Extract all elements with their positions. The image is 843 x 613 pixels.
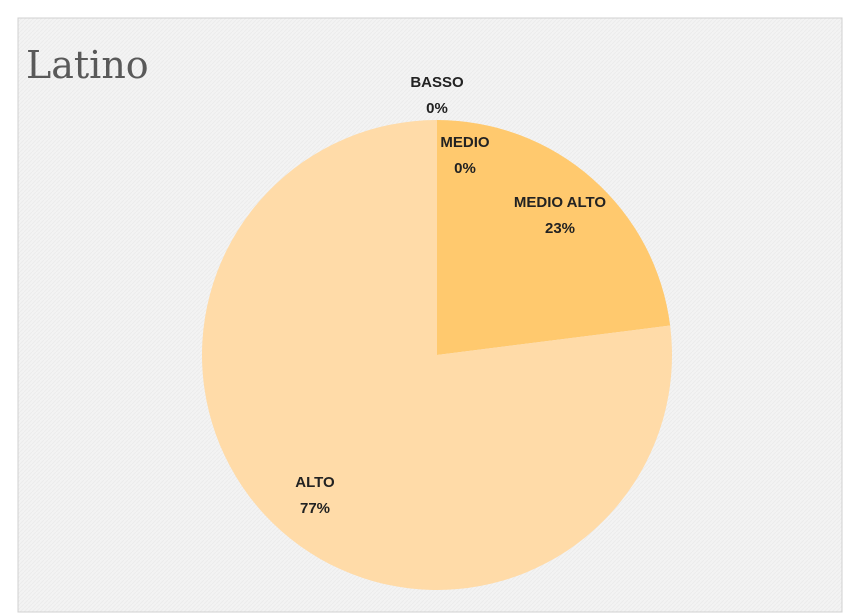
slice-value-label: 23%	[545, 220, 575, 237]
slice-value-label: 77%	[300, 500, 330, 517]
slice-category-label: ALTO	[295, 474, 335, 491]
chart-title: Latino	[26, 43, 149, 87]
data-labels: BASSO 0% MEDIO 0% MEDIO ALTO 23% ALTO 77%	[295, 74, 606, 517]
slice-value-label: 0%	[454, 160, 476, 177]
pie-slice	[437, 120, 671, 355]
pie-slice	[201, 120, 672, 590]
slice-category-label: MEDIO ALTO	[514, 194, 607, 211]
pie	[201, 120, 672, 590]
slice-category-label: BASSO	[410, 74, 464, 91]
slice-value-label: 0%	[426, 100, 448, 117]
slice-category-label: MEDIO	[440, 134, 490, 151]
